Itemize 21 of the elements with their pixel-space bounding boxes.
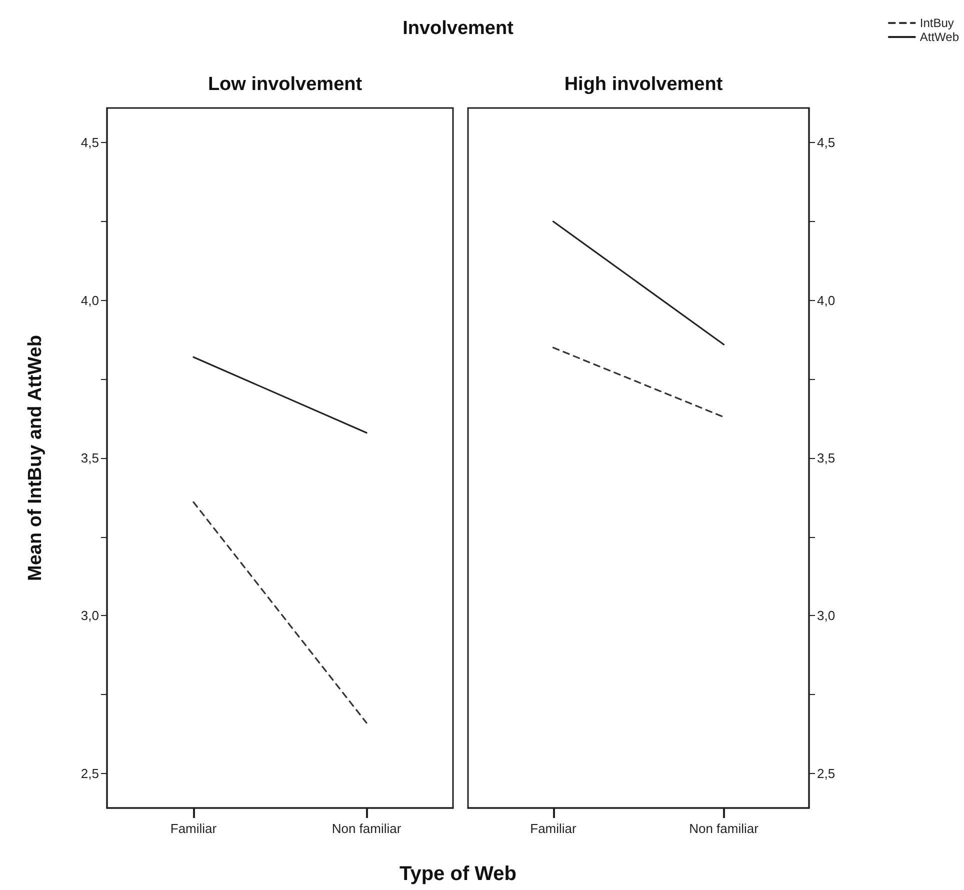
x-tick-label: Non familiar [689,821,760,836]
legend-label: AttWeb [920,30,960,44]
x-tick-label: Familiar [170,821,218,836]
x-axis-title: Type of Web [398,863,518,886]
x-tick-label: Familiar [530,821,578,836]
chart-title: Involvement [402,18,514,40]
chart-subtitle: High involvement [564,74,724,95]
y2-tick-label: 4,0 [817,292,836,308]
y-tick-label: 2,5 [80,766,99,781]
y-axis-title: Mean of IntBuy and AttWeb [25,335,46,581]
legend-label: IntBuy [920,16,954,30]
chart-subtitle: Low involvement [208,74,363,95]
y-tick-label: 4,5 [80,135,99,150]
y2-tick-label: 3,5 [817,450,836,466]
y2-tick-label: 2,5 [817,766,836,781]
y-tick-label: 3,5 [80,450,99,466]
y2-tick-label: 4,5 [817,135,836,150]
y2-tick-label: 3,0 [817,608,836,624]
x-tick-label: Non familiar [332,821,402,836]
y-tick-label: 4,0 [80,292,99,308]
y-tick-label: 3,0 [80,608,99,624]
